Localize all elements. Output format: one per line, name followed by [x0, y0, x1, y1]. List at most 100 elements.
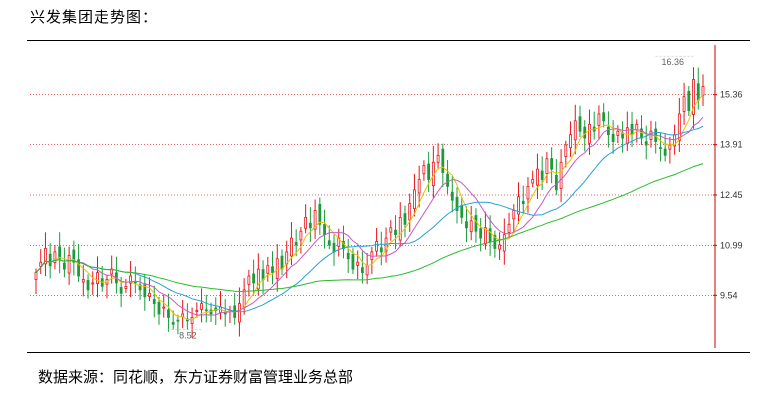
- candle-body: [569, 134, 572, 149]
- candle-body: [195, 310, 199, 312]
- candle-body: [62, 262, 66, 270]
- candle-body: [659, 147, 662, 150]
- bottom-divider: [27, 352, 750, 353]
- price-tick-label: 10.99: [720, 240, 743, 250]
- candle-body: [398, 217, 402, 241]
- ma20-line: [35, 125, 704, 313]
- candle-body: [687, 91, 691, 111]
- price-ticks: 15.36 13.91 12.45 10.99 9.54: [713, 90, 743, 300]
- candle-body: [81, 279, 85, 283]
- price-tick-label: 12.45: [720, 190, 743, 200]
- ma60-line: [35, 163, 704, 293]
- candle-body: [238, 303, 241, 323]
- candle-body: [625, 127, 629, 145]
- price-tick-label: 9.54: [720, 290, 738, 300]
- candle-body: [526, 185, 530, 200]
- candle-body: [545, 158, 549, 174]
- candle-body: [242, 289, 246, 308]
- candle-body: [308, 222, 312, 229]
- candle-body: [701, 85, 705, 96]
- candle-body: [692, 79, 695, 115]
- candle-body: [176, 319, 180, 322]
- candle-body: [209, 309, 213, 315]
- candle-body: [403, 213, 407, 225]
- candle-body: [379, 247, 383, 253]
- candle-body: [157, 301, 161, 315]
- candle-body: [408, 203, 412, 221]
- candle-body: [465, 221, 468, 229]
- candle-body: [91, 282, 95, 285]
- candle-body: [507, 223, 511, 233]
- candle-body: [663, 148, 667, 156]
- candle-body: [441, 148, 445, 173]
- candle-body: [427, 163, 431, 180]
- candle-body: [162, 306, 166, 309]
- candle-body: [48, 253, 52, 267]
- candle-body: [365, 265, 369, 276]
- candle-body: [455, 196, 459, 211]
- candle-body: [644, 141, 648, 146]
- candle-body: [171, 322, 175, 325]
- candle-body: [588, 123, 591, 144]
- candle-body: [493, 234, 497, 249]
- candle-body: [271, 266, 274, 273]
- candle-body: [422, 165, 426, 175]
- candle-body: [323, 224, 326, 236]
- candle-body: [200, 303, 203, 310]
- candle-body: [502, 234, 506, 252]
- candle-body: [39, 261, 43, 267]
- candle-body: [436, 154, 440, 163]
- candle-body: [677, 113, 681, 141]
- candle-body: [266, 265, 270, 274]
- candle-body: [299, 230, 303, 241]
- candle-body: [483, 227, 487, 245]
- candle-body: [247, 275, 251, 285]
- candle-body: [223, 312, 227, 315]
- candle-body: [346, 252, 350, 260]
- data-source: 数据来源：同花顺，东方证券财富管理业务总部: [38, 368, 354, 386]
- candle-body: [290, 237, 293, 257]
- candle-body: [417, 179, 421, 194]
- candle-body: [313, 210, 317, 230]
- candle-body: [450, 191, 454, 201]
- candle-body: [58, 246, 62, 260]
- candle-body: [327, 240, 331, 246]
- chart-title: 兴发集团走势图：: [30, 8, 159, 26]
- extreme-labels: 16.36 8.52: [167, 55, 696, 341]
- candle-body: [67, 254, 71, 274]
- high-label: 16.36: [662, 57, 685, 67]
- candle-body: [256, 268, 260, 290]
- candle-body: [138, 284, 142, 291]
- candle-body: [133, 281, 137, 284]
- candle-body: [261, 269, 265, 280]
- candle-body: [167, 309, 170, 318]
- candle-body: [606, 126, 610, 136]
- candle-body: [446, 173, 449, 187]
- candle-body: [280, 255, 284, 270]
- candle-body: [190, 317, 194, 324]
- candle-body: [53, 251, 57, 264]
- candle-body: [559, 161, 563, 189]
- candle-body: [148, 292, 151, 297]
- candle-body: [152, 299, 156, 305]
- candle-body: [616, 130, 620, 136]
- candle-body: [498, 244, 501, 250]
- candle-body: [294, 241, 298, 246]
- candle-body: [361, 267, 364, 273]
- candle-body: [474, 215, 478, 232]
- candle-body: [460, 205, 464, 218]
- candle-body: [696, 83, 700, 101]
- candle-body: [564, 144, 568, 157]
- candle-body: [469, 220, 473, 233]
- candle-body: [351, 253, 355, 270]
- candle-body: [204, 309, 208, 312]
- candle-body: [668, 144, 672, 150]
- candle-body: [550, 158, 554, 170]
- candle-body: [540, 170, 544, 180]
- candle-body: [332, 242, 336, 253]
- candle-body: [124, 285, 128, 289]
- candle-body: [521, 200, 525, 205]
- candle-body: [389, 227, 393, 233]
- candle-body: [252, 273, 256, 284]
